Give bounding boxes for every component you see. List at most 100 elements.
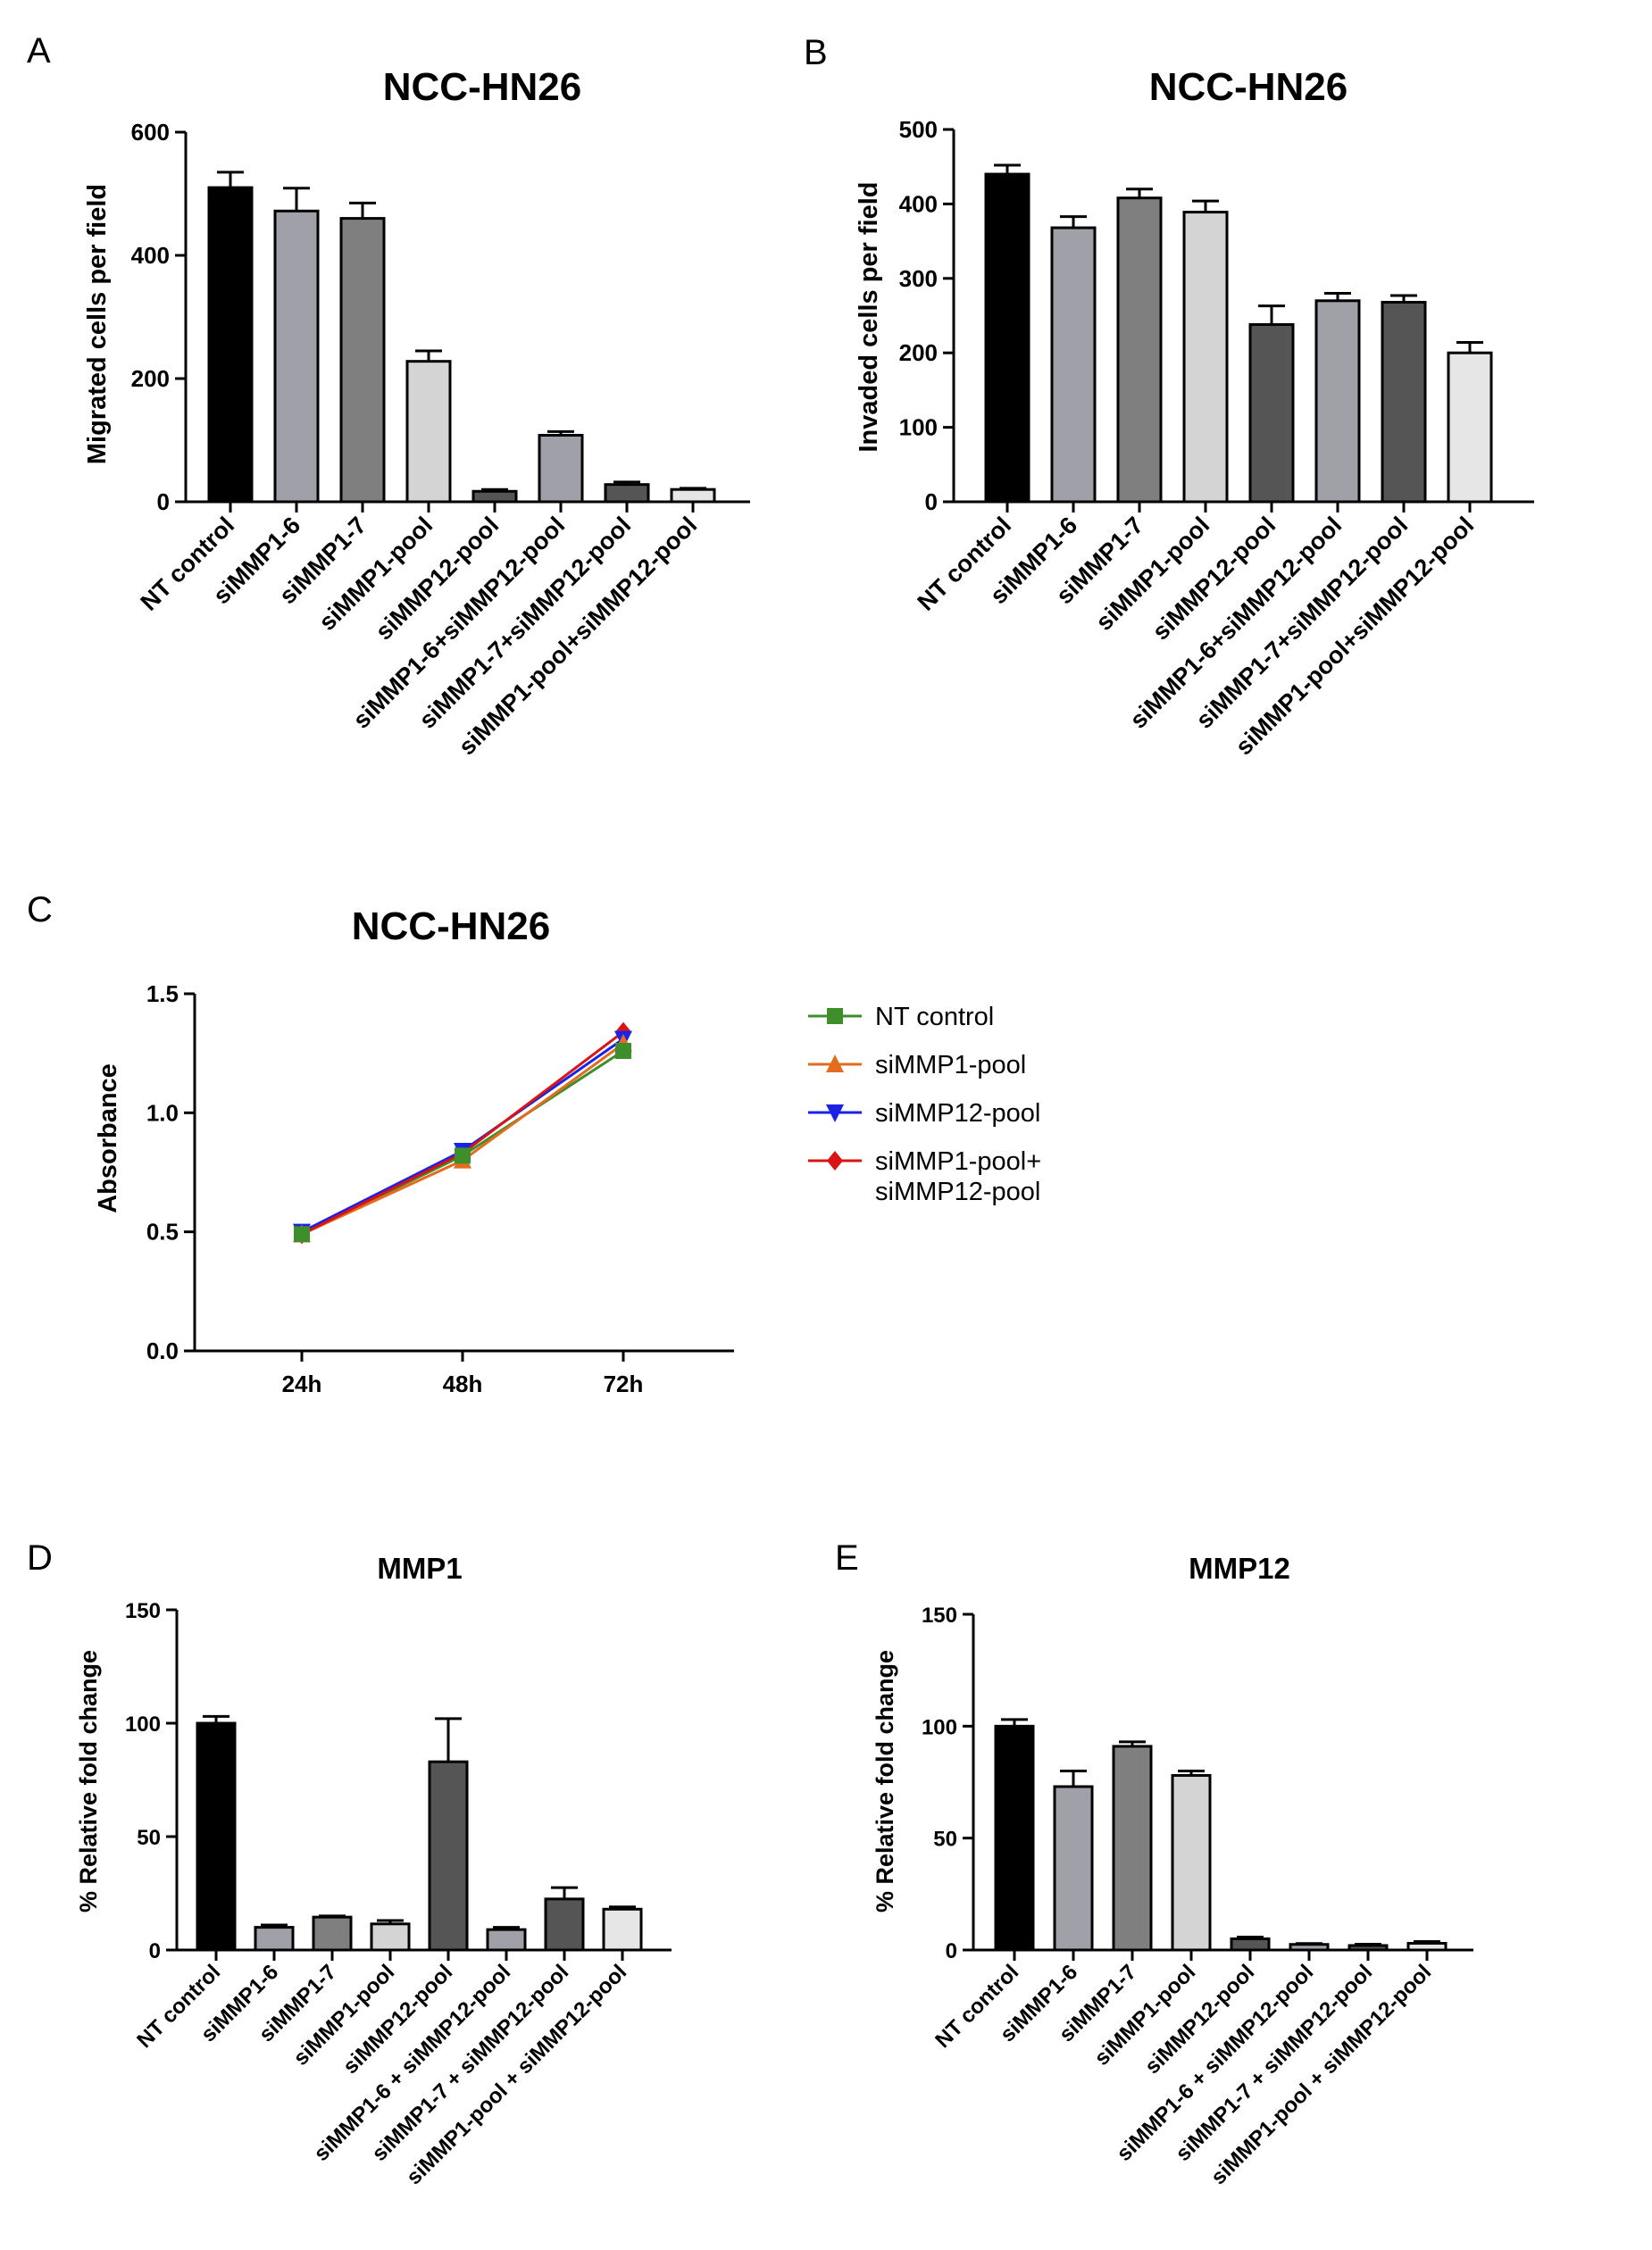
y-tick-label: 600 (131, 119, 170, 146)
bar (1314, 299, 1361, 504)
y-tick-label: 50 (933, 1828, 957, 1852)
category-label: siMMP1-pool (313, 512, 438, 636)
panel-letter: D (27, 1538, 53, 1578)
y-tick-label: 150 (922, 1604, 957, 1628)
y-tick-label: 500 (899, 116, 938, 143)
legend-marker (827, 1151, 843, 1171)
y-tick-label: 0.0 (146, 1338, 179, 1364)
bar (1347, 1944, 1389, 1952)
legend-marker (827, 1008, 843, 1024)
y-tick-label: 400 (899, 190, 938, 217)
y-tick-label: 100 (899, 414, 938, 441)
bar (1116, 196, 1163, 504)
bar (1230, 1937, 1271, 1952)
bar (984, 172, 1030, 504)
bar (207, 186, 254, 504)
panel-b: B NCC-HN26 Invaded cells per field 0 100 2… (804, 33, 1534, 760)
panel-letter: E (835, 1538, 859, 1578)
tick-labels: 0 50 100 150 (922, 1604, 957, 1963)
axes (166, 1608, 672, 1961)
data-point (615, 1043, 631, 1059)
bar (1289, 1943, 1330, 1952)
category-label: siMMP1-pool+siMMP12-pool (1231, 512, 1479, 760)
category-labels: NT controlsiMMP1-6siMMP1-7siMMP1-poolsiM… (136, 512, 703, 760)
bar (312, 1915, 353, 1952)
y-tick-label: 0 (149, 1939, 161, 1963)
chart-title: NCC-HN26 (352, 904, 550, 948)
bar (471, 489, 518, 504)
legend-entry: siMMP1-pool+ siMMP12-pool (875, 1147, 1041, 1206)
y-tick-label: 100 (922, 1715, 957, 1739)
chart-title: NCC-HN26 (1149, 65, 1347, 109)
legend-entry: siMMP12-pool (875, 1099, 1040, 1128)
legend: NT control siMMP1-pool siMMP12-pool siMMP1-… (808, 1003, 1041, 1206)
bar (1182, 211, 1229, 504)
bar (370, 1922, 411, 1952)
panel-d: D MMP1 % Relative fold change 050100150 … (27, 1538, 672, 2189)
bars (207, 171, 716, 504)
category-labels: NT controlsiMMP1-6siMMP1-7siMMP1-poolsiM… (132, 1960, 631, 2189)
bar (1053, 1785, 1094, 1952)
chart-title: MMP1 (377, 1552, 462, 1585)
y-axis-label: % Relative fold change (872, 1650, 898, 1912)
tick-labels: 0 100 200 300 400 500 (899, 116, 938, 515)
panel-a: A NCC-HN26 Migrated cells per field 0 200… (27, 31, 750, 760)
legend-marker (826, 1104, 844, 1122)
bar (604, 483, 650, 504)
tick-labels: 0 50 100 150 (125, 1599, 161, 1963)
data-point (294, 1226, 310, 1243)
bar (1447, 351, 1493, 504)
panel-e: E MMP12 % Relative fold change 0 50 100 150… (835, 1538, 1473, 2189)
y-tick-label: 50 (137, 1826, 161, 1850)
bar (486, 1928, 527, 1952)
series-line (301, 1030, 624, 1236)
chart-title: MMP12 (1189, 1552, 1290, 1585)
bar (602, 1907, 643, 1952)
axes (184, 992, 734, 1362)
bar (1381, 300, 1427, 504)
y-tick-label: 0 (946, 1939, 957, 1963)
y-tick-label: 300 (899, 265, 938, 292)
axes (963, 1612, 1473, 1961)
bar (1406, 1941, 1448, 1952)
bar (538, 433, 584, 504)
y-tick-label: 1.5 (146, 980, 179, 1007)
category-label: siMMP1-pool (288, 1960, 399, 2071)
y-axis-label: % Relative fold change (75, 1650, 102, 1912)
bar (405, 360, 452, 504)
legend-entry: NT control (875, 1003, 994, 1031)
y-tick-label: 200 (899, 339, 938, 366)
chart-title: NCC-HN26 (383, 65, 581, 109)
y-tick-label: 0 (157, 488, 170, 515)
y-tick-label: 0.5 (146, 1219, 179, 1246)
y-axis-label: Migrated cells per field (83, 184, 112, 464)
panel-letter: A (27, 31, 51, 71)
y-axis-label: Absorbance (94, 1063, 122, 1213)
category-labels: NT controlsiMMP1-6siMMP1-7siMMP1-poolsiM… (930, 1960, 1436, 2189)
bar (339, 217, 386, 504)
bar (196, 1721, 237, 1952)
axes (943, 128, 1534, 512)
y-tick-label: 1.0 (146, 1099, 179, 1126)
bar (1112, 1745, 1153, 1952)
bar (670, 488, 716, 504)
tick-labels: 0 200 400 600 (131, 119, 170, 515)
y-tick-label: 0 (925, 488, 938, 515)
panel-letter: B (804, 33, 828, 72)
y-tick-label: 100 (125, 1712, 161, 1737)
panel-letter: C (27, 890, 53, 929)
legend-entry: siMMP1-pool (875, 1051, 1026, 1079)
series-lines (293, 1021, 632, 1245)
category-label: siMMP1-pool (1090, 512, 1214, 636)
legend-marker (826, 1054, 844, 1072)
data-point (455, 1147, 471, 1164)
bar (1171, 1773, 1212, 1952)
x-tick-label: 24h (282, 1371, 322, 1397)
tick-labels: 0.0 0.5 1.0 1.5 (146, 980, 179, 1364)
bar (254, 1926, 295, 1952)
bars (984, 163, 1493, 504)
category-label: siMMP1-pool+siMMP12-pool (454, 512, 702, 760)
bar (994, 1724, 1035, 1952)
bar (544, 1897, 585, 1952)
